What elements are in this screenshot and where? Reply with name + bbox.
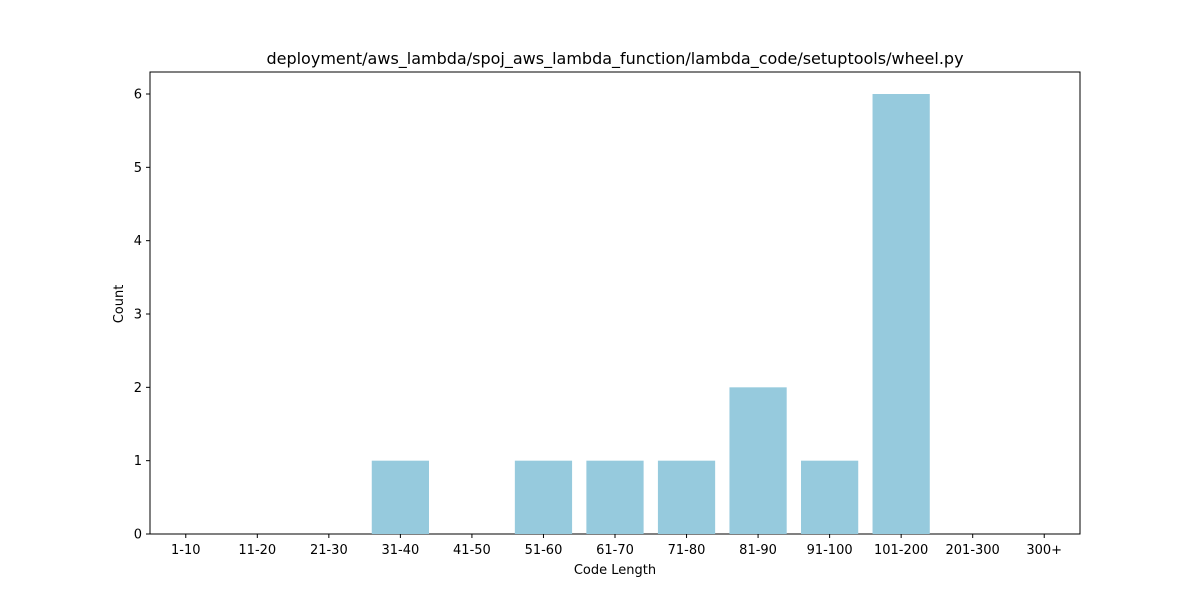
y-tick-label: 5 bbox=[134, 161, 142, 176]
bar-31-40 bbox=[371, 460, 429, 534]
x-tick-label: 1-10 bbox=[171, 543, 201, 558]
x-tick-label: 300+ bbox=[1026, 543, 1062, 558]
bar-81-90 bbox=[729, 387, 787, 534]
x-tick-label: 91-100 bbox=[807, 543, 853, 558]
bar-91-100 bbox=[801, 460, 859, 534]
y-tick-label: 3 bbox=[134, 308, 142, 323]
x-tick-label: 81-90 bbox=[739, 543, 777, 558]
x-tick-label: 41-50 bbox=[453, 543, 491, 558]
x-tick-label: 61-70 bbox=[596, 543, 634, 558]
bar-71-80 bbox=[657, 460, 716, 534]
bars-layer bbox=[371, 94, 930, 534]
y-tick-label: 4 bbox=[134, 234, 142, 249]
y-axis: 0 1 2 3 4 5 6 bbox=[134, 88, 150, 543]
x-tick-label: 21-30 bbox=[310, 543, 348, 558]
bar-51-60 bbox=[514, 460, 573, 534]
x-axis-label: Code Length bbox=[574, 563, 656, 578]
y-axis-label: Count bbox=[112, 285, 127, 324]
chart-title: deployment/aws_lambda/spoj_aws_lambda_fu… bbox=[266, 49, 963, 69]
bar-101-200 bbox=[872, 94, 930, 534]
x-tick-label: 71-80 bbox=[668, 543, 706, 558]
x-tick-label: 11-20 bbox=[238, 543, 276, 558]
x-tick-label: 201-300 bbox=[946, 543, 1000, 558]
y-tick-label: 0 bbox=[134, 528, 142, 543]
x-tick-label: 101-200 bbox=[874, 543, 928, 558]
y-tick-label: 1 bbox=[134, 454, 142, 469]
bar-61-70 bbox=[586, 460, 644, 534]
y-tick-label: 2 bbox=[134, 381, 142, 396]
x-tick-label: 51-60 bbox=[525, 543, 563, 558]
y-tick-label: 6 bbox=[134, 88, 142, 103]
x-axis: 1-10 11-20 21-30 31-40 41-50 51-60 61-70 71-80 8… bbox=[171, 534, 1062, 558]
x-tick-label: 31-40 bbox=[381, 543, 419, 558]
